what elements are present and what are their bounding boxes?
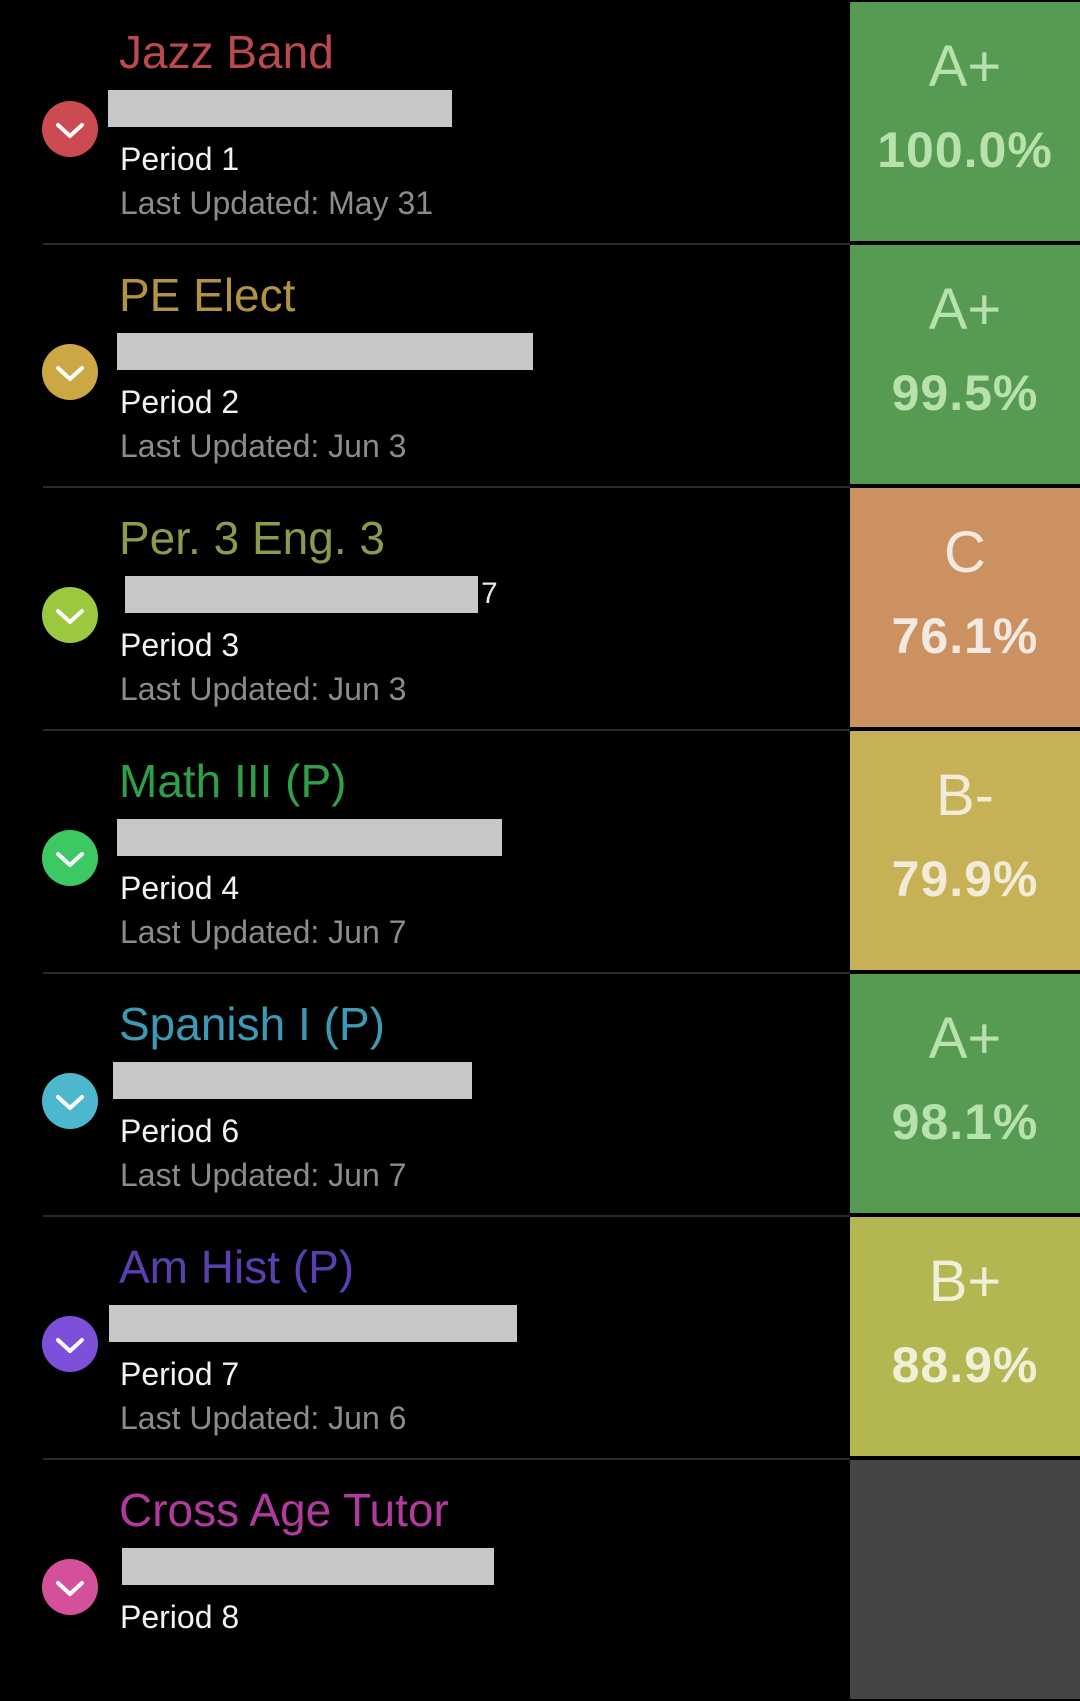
chevron-down-icon xyxy=(56,366,84,381)
class-name: Am Hist (P) xyxy=(119,1241,355,1293)
row-divider xyxy=(43,243,850,245)
redacted-teacher-name xyxy=(122,1548,494,1585)
class-name: Spanish I (P) xyxy=(119,998,385,1050)
class-name: Cross Age Tutor xyxy=(119,1484,449,1536)
redacted-teacher-name xyxy=(117,819,502,856)
class-row[interactable]: PE Elect Period 2 Last Updated: Jun 3 A+… xyxy=(0,243,1080,486)
chevron-down-icon xyxy=(56,123,84,138)
class-row[interactable]: Math III (P) Period 4 Last Updated: Jun … xyxy=(0,729,1080,972)
expand-row-button[interactable] xyxy=(42,1073,98,1129)
last-updated-label: Last Updated: Jun 7 xyxy=(120,914,407,950)
grade-percent: 98.1% xyxy=(891,1094,1039,1150)
expand-row-button[interactable] xyxy=(42,1316,98,1372)
class-row-main: Cross Age Tutor Period 8 xyxy=(0,1458,850,1701)
redacted-teacher-name: 7 xyxy=(125,576,498,613)
grade-percent: 100.0% xyxy=(877,122,1053,178)
class-row-main: Math III (P) Period 4 Last Updated: Jun … xyxy=(0,729,850,972)
redacted-teacher-name xyxy=(109,1305,517,1342)
grade-percent: 79.9% xyxy=(891,851,1039,907)
grade-badge: B+ 88.9% xyxy=(850,1217,1080,1456)
expand-row-button[interactable] xyxy=(42,830,98,886)
grade-letter: B+ xyxy=(928,1249,1002,1314)
period-label: Period 4 xyxy=(120,870,240,906)
last-updated-label: Last Updated: Jun 3 xyxy=(120,671,407,707)
grade-badge xyxy=(850,1460,1080,1699)
period-label: Period 8 xyxy=(120,1599,240,1635)
grade-letter: A+ xyxy=(928,277,1002,342)
class-row-main: PE Elect Period 2 Last Updated: Jun 3 xyxy=(0,243,850,486)
class-row[interactable]: Cross Age Tutor Period 8 xyxy=(0,1458,1080,1701)
class-row-main: Spanish I (P) Period 6 Last Updated: Jun… xyxy=(0,972,850,1215)
chevron-down-icon xyxy=(56,1095,84,1110)
last-updated-label: Last Updated: Jun 7 xyxy=(120,1157,407,1193)
last-updated-label: Last Updated: Jun 6 xyxy=(120,1400,407,1436)
row-divider xyxy=(43,972,850,974)
grade-letter: C xyxy=(944,520,986,585)
class-row[interactable]: Jazz Band Period 1 Last Updated: May 31 … xyxy=(0,0,1080,243)
class-row-main: Per. 3 Eng. 3 7 Period 3 Last Updated: J… xyxy=(0,486,850,729)
grade-badge: C 76.1% xyxy=(850,488,1080,727)
period-label: Period 1 xyxy=(120,141,240,177)
class-row-main: Am Hist (P) Period 7 Last Updated: Jun 6 xyxy=(0,1215,850,1458)
grade-badge: A+ 100.0% xyxy=(850,2,1080,241)
class-row[interactable]: Am Hist (P) Period 7 Last Updated: Jun 6… xyxy=(0,1215,1080,1458)
grade-percent: 76.1% xyxy=(891,608,1039,664)
expand-row-button[interactable] xyxy=(42,101,98,157)
class-name: PE Elect xyxy=(119,269,296,321)
redacted-teacher-name xyxy=(108,90,452,127)
period-label: Period 3 xyxy=(120,627,240,663)
grade-percent: 99.5% xyxy=(891,365,1039,421)
grade-badge: B- 79.9% xyxy=(850,731,1080,970)
chevron-down-icon xyxy=(56,609,84,624)
chevron-down-icon xyxy=(56,1338,84,1353)
expand-row-button[interactable] xyxy=(42,1559,98,1615)
expand-row-button[interactable] xyxy=(42,344,98,400)
row-divider xyxy=(43,729,850,731)
redacted-teacher-name xyxy=(113,1062,472,1099)
class-name: Math III (P) xyxy=(119,755,347,807)
chevron-down-icon xyxy=(56,1581,84,1596)
class-row[interactable]: Spanish I (P) Period 6 Last Updated: Jun… xyxy=(0,972,1080,1215)
grade-letter: A+ xyxy=(928,1006,1002,1071)
last-updated-label: Last Updated: May 31 xyxy=(120,185,434,221)
grade-badge: A+ 98.1% xyxy=(850,974,1080,1213)
class-name: Jazz Band xyxy=(119,26,334,78)
grade-letter: B- xyxy=(936,763,994,828)
last-updated-label: Last Updated: Jun 3 xyxy=(120,428,407,464)
grade-letter: A+ xyxy=(928,34,1002,99)
period-label: Period 2 xyxy=(120,384,240,420)
redacted-text-remnant: 7 xyxy=(481,577,498,610)
chevron-down-icon xyxy=(56,852,84,867)
grade-percent: 88.9% xyxy=(891,1337,1039,1393)
class-row[interactable]: Per. 3 Eng. 3 7 Period 3 Last Updated: J… xyxy=(0,486,1080,729)
class-name: Per. 3 Eng. 3 xyxy=(119,512,385,564)
row-divider xyxy=(43,486,850,488)
class-row-main: Jazz Band Period 1 Last Updated: May 31 xyxy=(0,0,850,243)
expand-row-button[interactable] xyxy=(42,587,98,643)
row-divider xyxy=(43,1215,850,1217)
redacted-teacher-name xyxy=(117,333,533,370)
grade-badge: A+ 99.5% xyxy=(850,245,1080,484)
period-label: Period 6 xyxy=(120,1113,240,1149)
period-label: Period 7 xyxy=(120,1356,240,1392)
row-divider xyxy=(43,1458,850,1460)
